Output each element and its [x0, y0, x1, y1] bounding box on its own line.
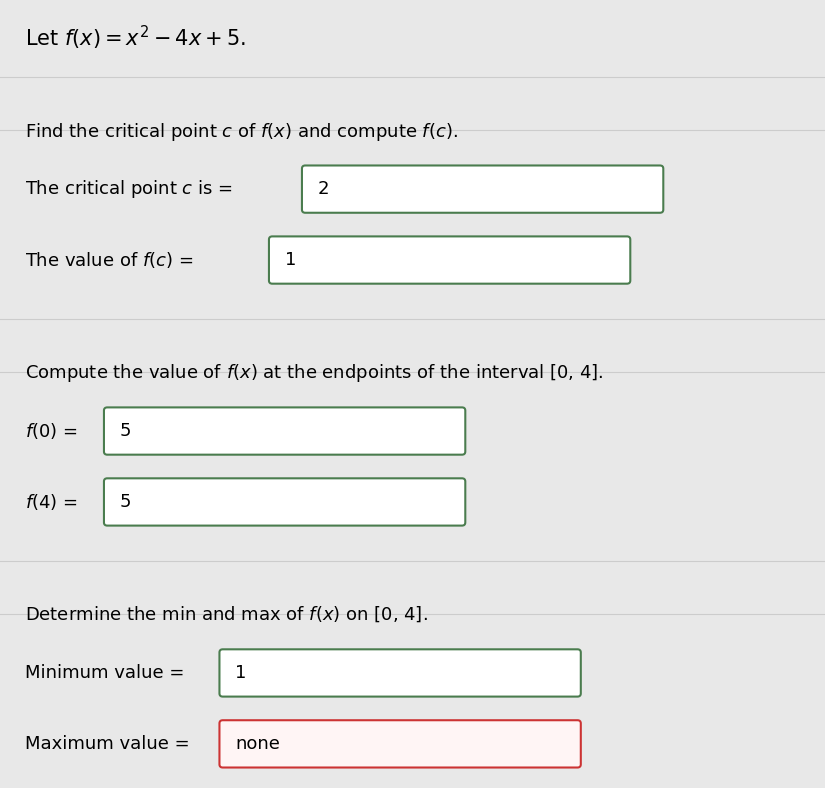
- Text: Determine the min and max of $f(x)$ on [0, 4].: Determine the min and max of $f(x)$ on […: [25, 604, 427, 624]
- Text: 2: 2: [318, 180, 329, 198]
- Text: Minimum value =: Minimum value =: [25, 664, 190, 682]
- FancyBboxPatch shape: [104, 407, 465, 455]
- Text: Find the critical point $c$ of $f(x)$ and compute $f(c)$.: Find the critical point $c$ of $f(x)$ an…: [25, 121, 458, 143]
- Text: 1: 1: [285, 251, 296, 269]
- Text: Compute the value of $f(x)$ at the endpoints of the interval [0, 4].: Compute the value of $f(x)$ at the endpo…: [25, 362, 603, 385]
- Text: 5: 5: [120, 493, 131, 511]
- FancyBboxPatch shape: [302, 165, 663, 213]
- Text: $f(0)$ =: $f(0)$ =: [25, 421, 79, 441]
- Text: Maximum value =: Maximum value =: [25, 735, 196, 753]
- FancyBboxPatch shape: [219, 720, 581, 768]
- Text: 5: 5: [120, 422, 131, 440]
- Text: $f(4)$ =: $f(4)$ =: [25, 492, 79, 512]
- Text: none: none: [235, 735, 280, 753]
- FancyBboxPatch shape: [219, 649, 581, 697]
- FancyBboxPatch shape: [104, 478, 465, 526]
- Text: The critical point $c$ is =: The critical point $c$ is =: [25, 178, 234, 200]
- Text: 1: 1: [235, 664, 247, 682]
- Text: Let $f(x) = x^2 - 4x + 5$.: Let $f(x) = x^2 - 4x + 5$.: [25, 24, 245, 52]
- Text: The value of $f(c)$ =: The value of $f(c)$ =: [25, 250, 195, 270]
- FancyBboxPatch shape: [269, 236, 630, 284]
